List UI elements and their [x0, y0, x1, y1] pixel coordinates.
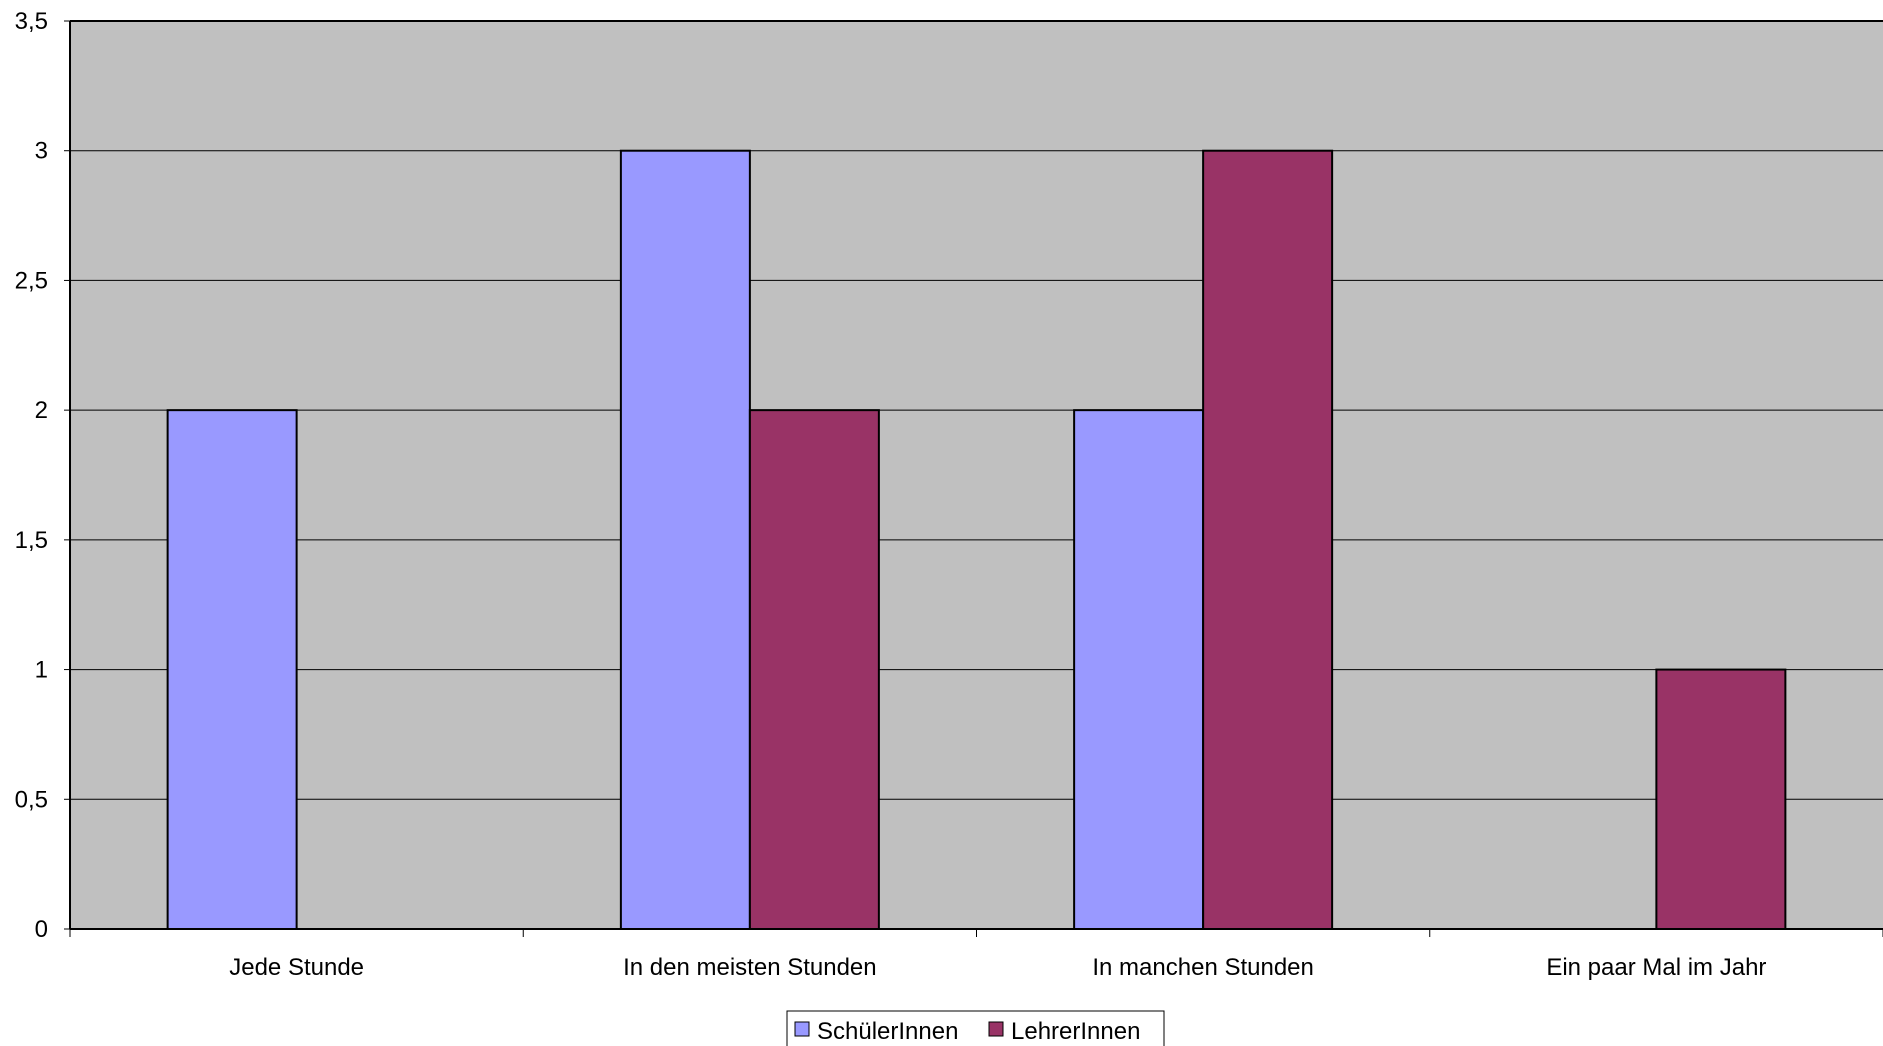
- x-axis-ticks: Jede Stunde In den meisten Stunden In manc…: [69, 929, 1883, 981]
- legend-swatch: [988, 1021, 1004, 1037]
- y-tick-label: 1,5: [15, 527, 48, 554]
- x-category-label: Jede Stunde: [229, 954, 364, 981]
- y-tick-label: 2,5: [15, 267, 48, 294]
- bar-schuelerinnen-0: [166, 409, 298, 930]
- y-tick-label: 0,5: [15, 786, 48, 813]
- y-tick-label: 2: [35, 397, 48, 424]
- plot-area: [70, 21, 1883, 929]
- legend-box: [786, 1010, 1165, 1046]
- legend-label: SchülerInnen: [817, 1018, 958, 1045]
- bar-schuelerinnen-2: [1073, 409, 1205, 930]
- legend-label: LehrerInnen: [1011, 1018, 1140, 1045]
- bar-lehrerinnen-3: [1655, 668, 1787, 930]
- bar-lehrerinnen-1: [748, 409, 880, 930]
- gridlines: [70, 20, 1883, 800]
- bar-lehrerinnen-2: [1202, 149, 1334, 930]
- y-tick-label: 1: [35, 657, 48, 684]
- x-category-label: In manchen Stunden: [1092, 954, 1314, 981]
- bar-schuelerinnen-1: [619, 149, 751, 930]
- x-category-label: In den meisten Stunden: [623, 954, 877, 981]
- y-tick-label: 3,5: [15, 8, 48, 35]
- x-category-label: Ein paar Mal im Jahr: [1546, 954, 1766, 981]
- legend-swatch: [794, 1021, 810, 1037]
- legend: SchülerInnen LehrerInnen: [786, 1010, 1165, 1046]
- y-tick-label: 0: [35, 916, 48, 943]
- y-axis-ticks: 0 0,5 1 1,5 2 2,5 3 3,5: [15, 8, 70, 943]
- bars: [166, 149, 1787, 930]
- y-tick-label: 3: [35, 138, 48, 165]
